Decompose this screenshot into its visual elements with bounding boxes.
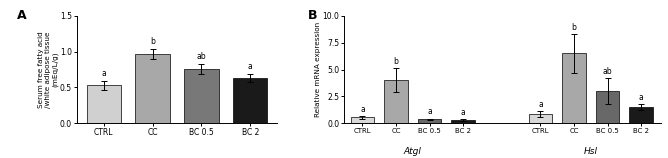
Bar [452, 120, 475, 123]
Text: a: a [639, 93, 643, 102]
Bar [629, 107, 653, 123]
Text: a: a [102, 69, 106, 78]
Text: b: b [572, 23, 576, 32]
Text: b: b [393, 57, 399, 66]
Bar [233, 78, 267, 123]
Bar [596, 91, 619, 123]
Text: A: A [17, 9, 26, 22]
Text: Hsl: Hsl [584, 147, 598, 156]
Text: a: a [428, 107, 432, 116]
Text: a: a [461, 108, 466, 117]
Text: b: b [150, 37, 155, 46]
Text: a: a [538, 100, 543, 109]
Y-axis label: Relative mRNA expression: Relative mRNA expression [315, 22, 321, 117]
Bar [184, 69, 218, 123]
Text: a: a [248, 62, 253, 71]
Bar [87, 85, 121, 123]
Text: ab: ab [196, 52, 206, 61]
Text: ab: ab [603, 67, 613, 76]
Text: a: a [360, 105, 365, 114]
Bar [418, 119, 442, 123]
Bar [562, 53, 586, 123]
Text: B: B [307, 9, 317, 22]
Bar [136, 54, 170, 123]
Bar [384, 80, 408, 123]
Text: Atgl: Atgl [404, 147, 422, 156]
Y-axis label: Serum free fatty acid
/white adipose tissue
(mEq/L/g): Serum free fatty acid /white adipose tis… [38, 31, 58, 108]
Bar [351, 117, 374, 123]
Bar [528, 114, 552, 123]
